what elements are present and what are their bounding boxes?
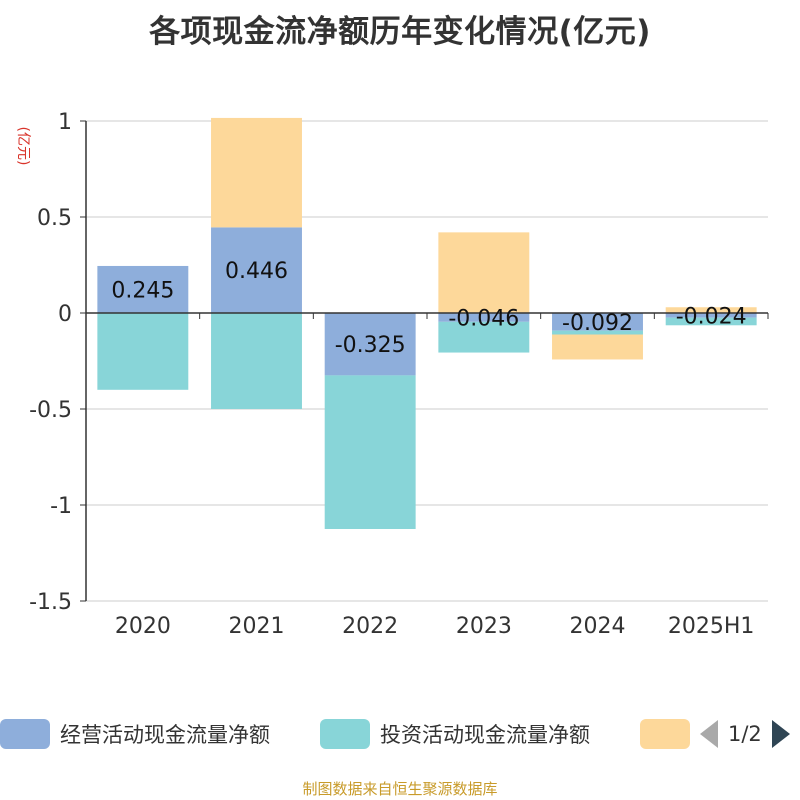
legend-label-operating: 经营活动现金流量净额 [60,723,270,747]
x-tick-label: 2024 [570,614,626,639]
bar-2-2024 [552,330,643,335]
legend-item-third-series[interactable] [640,716,690,752]
data-source-note: 制图数据来自恒生聚源数据库 [302,780,498,798]
bar-2-2025H1 [665,317,757,326]
y-tick-label: 0.5 [37,206,72,231]
grid-lines [86,120,768,602]
y-tick-label: -1 [50,494,72,519]
legend-prev-arrow-icon[interactable] [700,720,718,748]
data-label: -0.325 [335,333,406,358]
bar-3-2021 [211,117,302,228]
data-label: -0.024 [676,304,747,329]
legend-swatch-operating [0,719,50,749]
legend: 经营活动现金流量净额 投资活动现金流量净额 1/2 [0,716,800,756]
bar-1-2023 [438,313,530,322]
legend-next-arrow-icon[interactable] [771,720,790,748]
axes: 1 0.5 0 -0.5 -1 -1.5 2020 2021 2022 2023 2024 2025H… [29,110,769,639]
legend-page-indicator: 1/2 [728,722,762,746]
bar-2-2021 [211,313,302,409]
y-tick-label: 0 [58,302,72,327]
x-tick-label: 2021 [229,614,285,639]
x-tick-label: 2022 [342,614,398,639]
bar-1-2020 [97,265,189,313]
data-labels: 0.245 0.446 -0.325 -0.046 -0.092 -0.024 [111,259,746,358]
x-tick-label: 2020 [115,614,171,639]
bar-2-2023 [438,321,530,353]
bar-3-2024 [552,334,643,360]
y-tick-label: 1 [58,110,72,135]
legend-swatch-third-series [640,719,690,749]
legend-label-investing: 投资活动现金流量净额 [380,723,590,747]
bar-2-2022 [324,375,416,529]
bar-1-2025H1 [665,313,757,318]
bar-3-2023 [438,232,530,313]
data-label: -0.092 [562,311,633,336]
data-label: 0.245 [111,278,174,303]
data-label: -0.046 [448,306,519,331]
chart-plot: 1 0.5 0 -0.5 -1 -1.5 2020 2021 2022 2023 2024 2025H… [29,110,769,639]
legend-swatch-investing [320,719,370,749]
bar-1-2022 [324,313,416,376]
y-tick-label: -0.5 [29,398,72,423]
y-tick-label: -1.5 [29,590,72,615]
bar-series [97,117,757,529]
bar-3-2025H1 [665,307,757,313]
bar-2-2020 [97,313,189,390]
legend-item-investing[interactable]: 投资活动现金流量净额 [320,716,590,752]
bar-1-2021 [211,227,302,313]
legend-item-operating[interactable]: 经营活动现金流量净额 [0,716,270,752]
bar-1-2024 [552,313,643,331]
legend-pager: 1/2 [700,716,790,752]
chart-title: 各项现金流净额历年变化情况(亿元) [149,14,651,50]
x-tick-label: 2023 [456,614,512,639]
x-tick-label: 2025H1 [668,614,755,639]
data-label: 0.446 [225,259,288,284]
